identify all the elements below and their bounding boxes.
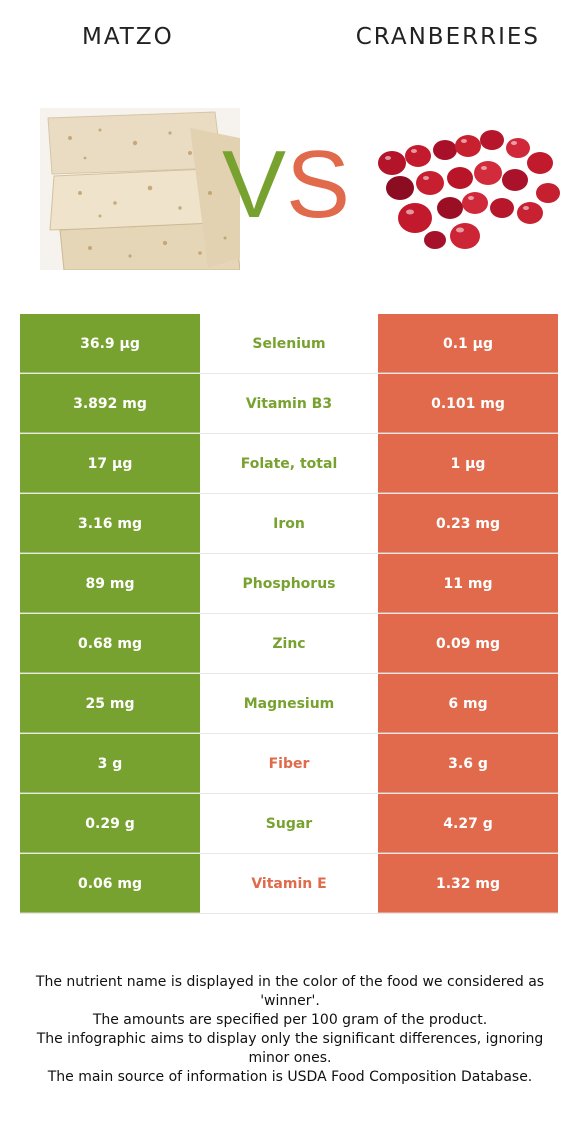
footer-line: The main source of information is USDA F…	[47, 1069, 533, 1085]
left-value: 17 µg	[20, 434, 200, 493]
left-value: 3 g	[20, 734, 200, 793]
comparison-table: 36.9 µg Selenium 0.1 µg 3.892 mg Vitamin B3 0…	[20, 314, 558, 914]
nutrient-name: Selenium	[200, 314, 378, 373]
footer-notes: The nutrient name is displayed in the co…	[16, 973, 564, 1087]
table-row: 36.9 µg Selenium 0.1 µg	[20, 314, 558, 374]
right-value: 11 mg	[378, 554, 558, 613]
left-value: 0.06 mg	[20, 854, 200, 913]
left-value: 0.68 mg	[20, 614, 200, 673]
vs-v: V	[222, 131, 287, 238]
left-value: 3.16 mg	[20, 494, 200, 553]
nutrient-name: Phosphorus	[200, 554, 378, 613]
nutrient-name: Vitamin B3	[200, 374, 378, 433]
left-value: 36.9 µg	[20, 314, 200, 373]
nutrient-name: Sugar	[200, 794, 378, 853]
right-value: 6 mg	[378, 674, 558, 733]
left-value: 89 mg	[20, 554, 200, 613]
left-value: 0.29 g	[20, 794, 200, 853]
table-row: 0.29 g Sugar 4.27 g	[20, 794, 558, 854]
table-row: 89 mg Phosphorus 11 mg	[20, 554, 558, 614]
left-value: 25 mg	[20, 674, 200, 733]
table-row: 0.06 mg Vitamin E 1.32 mg	[20, 854, 558, 914]
nutrient-name: Folate, total	[200, 434, 378, 493]
vs-label: VS	[222, 135, 350, 235]
table-row: 3.892 mg Vitamin B3 0.101 mg	[20, 374, 558, 434]
left-value: 3.892 mg	[20, 374, 200, 433]
table-row: 3 g Fiber 3.6 g	[20, 734, 558, 794]
footer-line: The amounts are specified per 100 gram o…	[92, 1012, 488, 1028]
nutrient-name: Vitamin E	[200, 854, 378, 913]
vs-s: S	[286, 131, 351, 238]
cranberries-image	[370, 108, 565, 270]
matzo-image	[40, 108, 240, 270]
nutrient-name: Magnesium	[200, 674, 378, 733]
footer-line: The infographic aims to display only the…	[36, 1031, 544, 1066]
right-value: 0.101 mg	[378, 374, 558, 433]
right-value: 0.1 µg	[378, 314, 558, 373]
right-value: 4.27 g	[378, 794, 558, 853]
nutrient-name: Zinc	[200, 614, 378, 673]
right-value: 0.09 mg	[378, 614, 558, 673]
footer-line: The nutrient name is displayed in the co…	[35, 974, 545, 1009]
nutrient-name: Fiber	[200, 734, 378, 793]
table-row: 3.16 mg Iron 0.23 mg	[20, 494, 558, 554]
right-value: 1.32 mg	[378, 854, 558, 913]
left-food-title: MATZO	[82, 24, 174, 50]
right-food-title: CRANBERRIES	[355, 24, 540, 50]
right-value: 0.23 mg	[378, 494, 558, 553]
table-row: 17 µg Folate, total 1 µg	[20, 434, 558, 494]
nutrient-name: Iron	[200, 494, 378, 553]
right-value: 3.6 g	[378, 734, 558, 793]
table-row: 25 mg Magnesium 6 mg	[20, 674, 558, 734]
table-row: 0.68 mg Zinc 0.09 mg	[20, 614, 558, 674]
right-value: 1 µg	[378, 434, 558, 493]
